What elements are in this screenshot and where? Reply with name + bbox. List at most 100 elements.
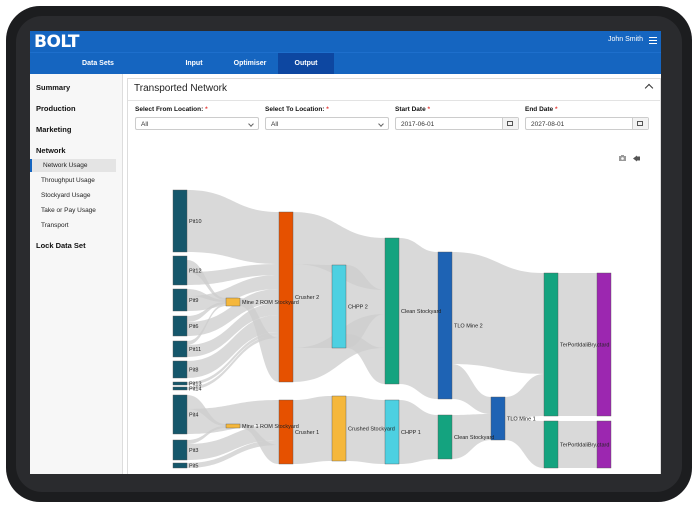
sankey-link-pit4-crusher1[interactable] <box>187 400 279 434</box>
to-select[interactable]: All <box>265 117 389 130</box>
sidebar-network[interactable]: Network <box>36 146 66 155</box>
sankey-link-termB-portB[interactable] <box>558 421 597 468</box>
sankey-node-crushedsy[interactable] <box>331 395 347 462</box>
sankey-link-pit6-rom2[interactable] <box>187 302 226 322</box>
sankey-label-cleansy2: Clean Stockyard <box>401 309 441 315</box>
main-nav: Data Sets Input Optimiser Output <box>30 52 661 74</box>
sankey-node-termA[interactable] <box>543 272 559 417</box>
calendar-icon[interactable] <box>502 118 518 129</box>
sankey-link-cleansy1-tlo1[interactable] <box>452 414 491 459</box>
sidebar-summary[interactable]: Summary <box>36 83 71 92</box>
sankey-label-pit13: Pit13 <box>189 382 202 388</box>
sankey-label-tlo2: TLO Mine 2 <box>454 324 483 330</box>
sankey-link-tlo1-termB[interactable] <box>505 419 544 468</box>
sankey-link-pit5-crusher1[interactable] <box>187 440 279 468</box>
sankey-link-pit11-rom2[interactable] <box>187 304 226 345</box>
sankey-link-termA-portA[interactable] <box>558 273 597 416</box>
sankey-link-pit14-crusher2[interactable] <box>187 335 279 390</box>
sankey-node-portB[interactable] <box>596 420 612 469</box>
sankey-node-termB[interactable] <box>543 420 559 469</box>
sankey-node-pit6[interactable] <box>172 315 188 337</box>
menu-icon[interactable] <box>649 37 657 44</box>
nav-input[interactable]: Input <box>185 60 203 67</box>
sankey-link-tlo2-tlo1[interactable] <box>452 364 491 414</box>
sankey-link-tlo1-termA[interactable] <box>505 374 544 419</box>
sidebar-item-throughput-usage[interactable]: Throughput Usage <box>41 177 95 184</box>
sankey-link-crusher2-chpp2[interactable] <box>293 264 332 348</box>
sankey-node-rom1[interactable] <box>225 423 241 429</box>
top-bar: BOLT John Smith <box>30 31 661 52</box>
sankey-link-crushedsy-chpp1[interactable] <box>346 396 385 464</box>
sankey-node-pit12[interactable] <box>172 255 188 286</box>
sankey-link-rom1-crusher1[interactable] <box>240 424 279 464</box>
sankey-links <box>187 190 597 468</box>
sankey-node-tlo2[interactable] <box>437 251 453 400</box>
app-logo: BOLT <box>34 32 80 52</box>
sankey-node-pit5[interactable] <box>172 462 188 469</box>
sankey-link-chpp2-cleansy2[interactable] <box>346 265 385 348</box>
nav-output[interactable]: Output <box>278 53 334 74</box>
start-label: Start Date * <box>395 106 431 113</box>
sidebar-item-transport[interactable]: Transport <box>41 222 69 229</box>
sankey-node-cleansy2[interactable] <box>384 237 400 385</box>
sankey-node-pit13[interactable] <box>172 381 188 386</box>
sankey-link-chpp2-cleansy2[interactable] <box>346 334 385 384</box>
chart-toolbar <box>619 155 640 162</box>
reset-view-icon[interactable] <box>633 155 640 162</box>
sankey-node-pit9[interactable] <box>172 288 188 312</box>
sankey-label-crusher1: Crusher 1 <box>295 430 319 436</box>
sankey-link-pit12-crusher2[interactable] <box>187 264 279 285</box>
sidebar-production[interactable]: Production <box>36 104 76 113</box>
sankey-link-tlo2-termA[interactable] <box>452 252 544 374</box>
sankey-node-pit3[interactable] <box>172 439 188 461</box>
sankey-node-pit11[interactable] <box>172 340 188 358</box>
sankey-node-chpp2[interactable] <box>331 264 347 349</box>
panel-divider <box>128 100 660 101</box>
sankey-label-pit5: Pit5 <box>189 464 198 470</box>
sankey-node-portA[interactable] <box>596 272 612 417</box>
end-label: End Date * <box>525 106 558 113</box>
sidebar-item-take-or-pay[interactable]: Take or Pay Usage <box>41 207 96 214</box>
end-date-input[interactable]: 2027-08-01 <box>525 117 649 130</box>
camera-icon[interactable] <box>619 155 626 161</box>
sankey-node-crusher1[interactable] <box>278 399 294 465</box>
nav-optimiser[interactable]: Optimiser <box>233 60 267 67</box>
sankey-node-chpp1[interactable] <box>384 399 400 465</box>
sankey-label-pit10: Pit10 <box>189 219 202 225</box>
start-date-input[interactable]: 2017-06-01 <box>395 117 519 130</box>
sidebar-lock-data-set[interactable]: Lock Data Set <box>36 241 86 250</box>
sankey-node-pit14[interactable] <box>172 386 188 391</box>
sankey-node-rom2[interactable] <box>225 297 241 307</box>
from-label: Select From Location: * <box>135 106 208 113</box>
sankey-link-chpp1-cleansy1[interactable] <box>399 400 438 464</box>
sankey-link-pit9-crusher2[interactable] <box>187 275 279 311</box>
sidebar-item-network-usage[interactable]: Network Usage <box>30 159 116 172</box>
sankey-node-pit8[interactable] <box>172 360 188 379</box>
sankey-label-pit6: Pit6 <box>189 324 198 330</box>
sankey-label-cleansy1: Clean Stockyard <box>454 435 494 441</box>
sankey-link-cleansy2-tlo2[interactable] <box>399 238 438 399</box>
sankey-link-pit13-crusher2[interactable] <box>187 332 279 385</box>
sankey-node-cleansy1[interactable] <box>437 414 453 460</box>
sankey-link-pit10-crusher2[interactable] <box>187 190 279 264</box>
sidebar-item-stockyard-usage[interactable]: Stockyard Usage <box>41 192 91 199</box>
nav-data-sets[interactable]: Data Sets <box>82 60 114 67</box>
sidebar-marketing[interactable]: Marketing <box>36 125 72 134</box>
sankey-link-crusher2-cleansy2[interactable] <box>293 212 385 290</box>
sankey-node-crusher2[interactable] <box>278 211 294 383</box>
sankey-node-pit10[interactable] <box>172 189 188 253</box>
sankey-label-termA: TerPortIdaliBry.ctard <box>560 343 609 349</box>
sankey-link-rom2-crusher2[interactable] <box>240 298 279 382</box>
sankey-label-chpp1: CHPP 1 <box>401 430 421 436</box>
sankey-node-tlo1[interactable] <box>490 396 506 441</box>
sankey-link-pit3-rom1[interactable] <box>187 426 226 444</box>
user-name[interactable]: John Smith <box>607 36 643 43</box>
sankey-link-crusher1-crushedsy[interactable] <box>293 396 332 464</box>
sankey-link-pit6-crusher2[interactable] <box>187 289 279 336</box>
calendar-icon[interactable] <box>632 118 648 129</box>
sankey-node-pit4[interactable] <box>172 394 188 435</box>
from-select[interactable]: All <box>135 117 259 130</box>
sankey-label-termB: TerPortIdaliBry.ctard <box>560 443 609 449</box>
